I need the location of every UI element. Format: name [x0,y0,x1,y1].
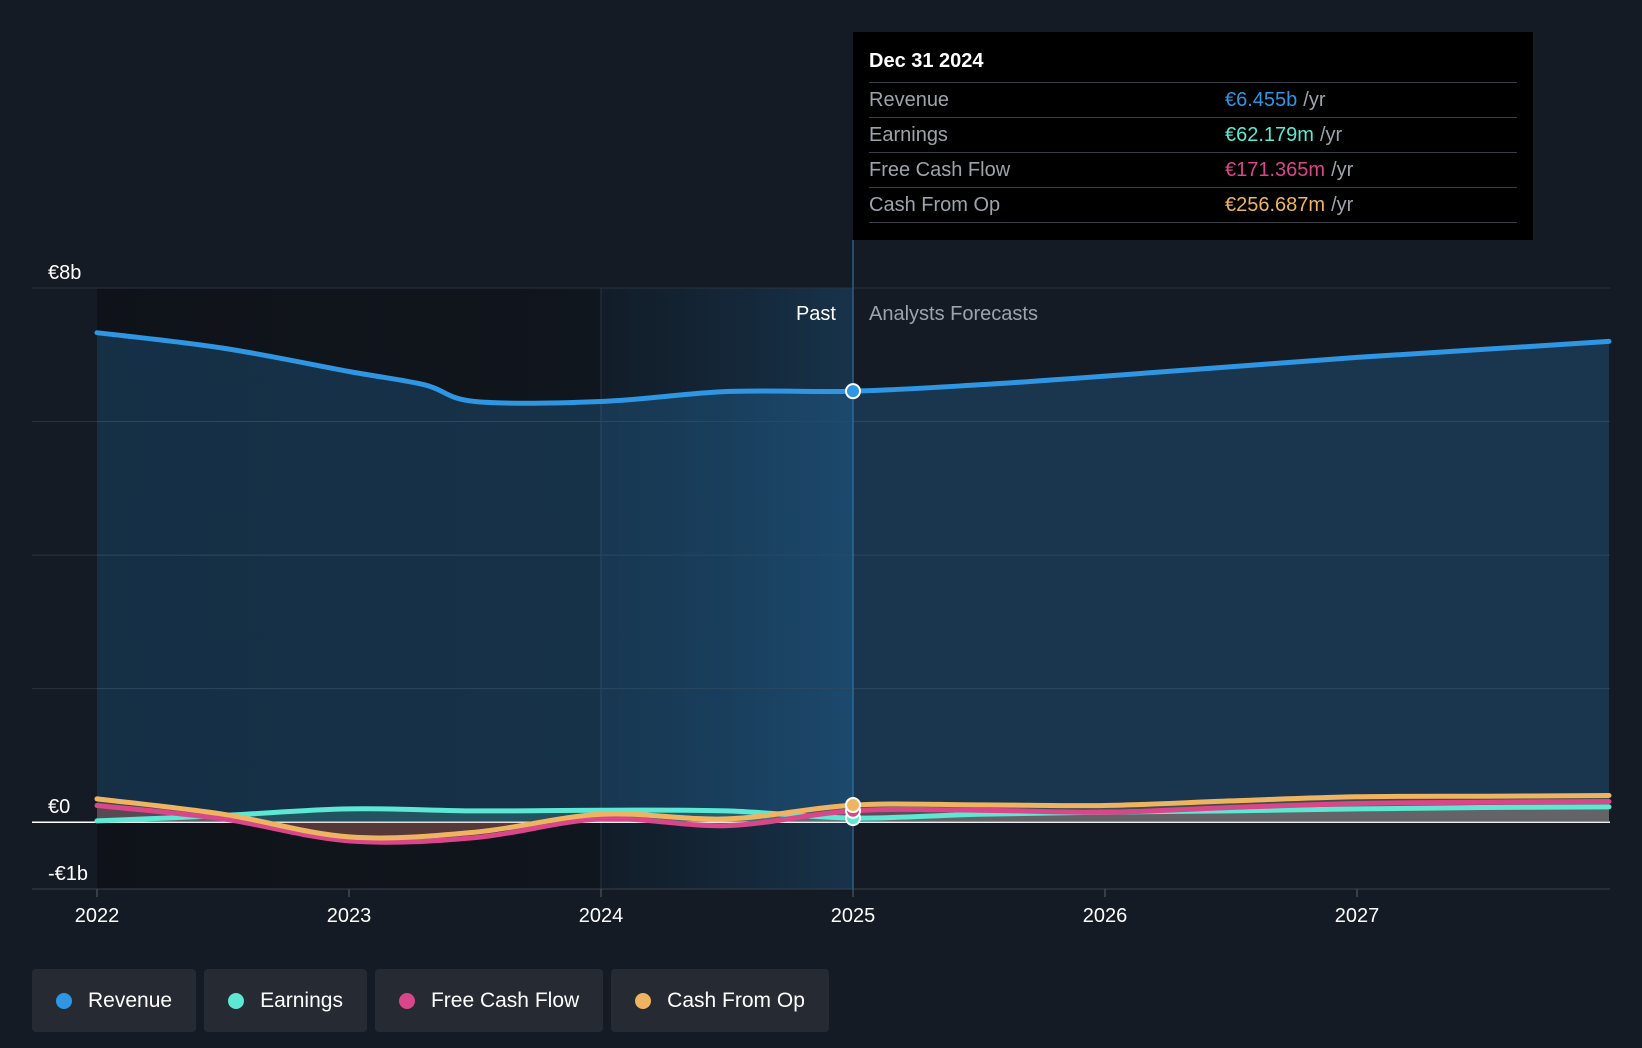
x-tick-label: 2026 [1083,905,1128,927]
x-tick-label: 2024 [579,905,624,927]
revenue-marker [845,383,861,400]
tooltip-row-unit: /yr [1331,194,1354,216]
legend-dot-icon [56,992,72,1009]
tooltip-date: Dec 31 2024 [869,46,1517,83]
cash-from-op-marker [845,797,861,814]
tooltip-row-name: Cash From Op [869,194,1001,216]
y-tick-label: €0 [48,796,70,818]
tooltip-row-value: €256.687m [1225,194,1326,216]
tooltip: Dec 31 2024 Revenue €6.455b/yr Earnings €62… [853,32,1533,240]
legend-dot-icon [398,992,415,1009]
x-tick-label: 2022 [75,905,120,927]
earnings-area [97,806,1609,823]
y-tick-label: €8b [48,262,81,284]
tooltip-row: Cash From Op €256.687m/yr [869,188,1517,223]
legend-item-free-cash-flow[interactable]: Free Cash Flow [374,969,604,1032]
legend-item-cash-from-op[interactable]: Cash From Op [611,969,829,1032]
x-tick-label: 2023 [327,905,372,927]
y-tick-label: -€1b [48,863,88,885]
legend-item-revenue[interactable]: Revenue [32,969,197,1032]
legend: Revenue Earnings Free Cash Flow Cash From O… [32,969,829,1032]
tooltip-row-value: €62.179m [1225,124,1314,146]
tooltip-row: Free Cash Flow €171.365m/yr [869,153,1517,188]
legend-dot-icon [228,992,245,1009]
tooltip-row: Revenue €6.455b/yr [869,83,1517,118]
legend-label: Cash From Op [667,988,805,1012]
tooltip-row: Earnings €62.179m/yr [869,118,1517,153]
tooltip-row-unit: /yr [1319,124,1343,146]
legend-label: Free Cash Flow [430,988,580,1012]
x-tick-label: 2025 [831,905,876,927]
tooltip-row-value: €6.455b [1225,89,1298,111]
tooltip-row-unit: /yr [1303,89,1326,111]
x-tick-label: 2027 [1335,905,1380,927]
tooltip-row-name: Free Cash Flow [869,159,1011,181]
tooltip-row-value: €171.365m [1225,159,1326,181]
forecast-label: Analysts Forecasts [869,303,1038,325]
legend-dot-icon [635,992,652,1009]
revenue-area [97,332,1609,823]
tooltip-row-name: Revenue [869,89,950,111]
revenue-line [94,330,1612,406]
legend-label: Earnings [260,988,343,1012]
tooltip-row-name: Earnings [869,124,948,146]
highlight-band [601,288,853,889]
past-label: Past [796,303,836,325]
tooltip-row-unit: /yr [1331,159,1354,181]
legend-label: Revenue [88,988,173,1012]
legend-item-earnings[interactable]: Earnings [204,969,367,1032]
